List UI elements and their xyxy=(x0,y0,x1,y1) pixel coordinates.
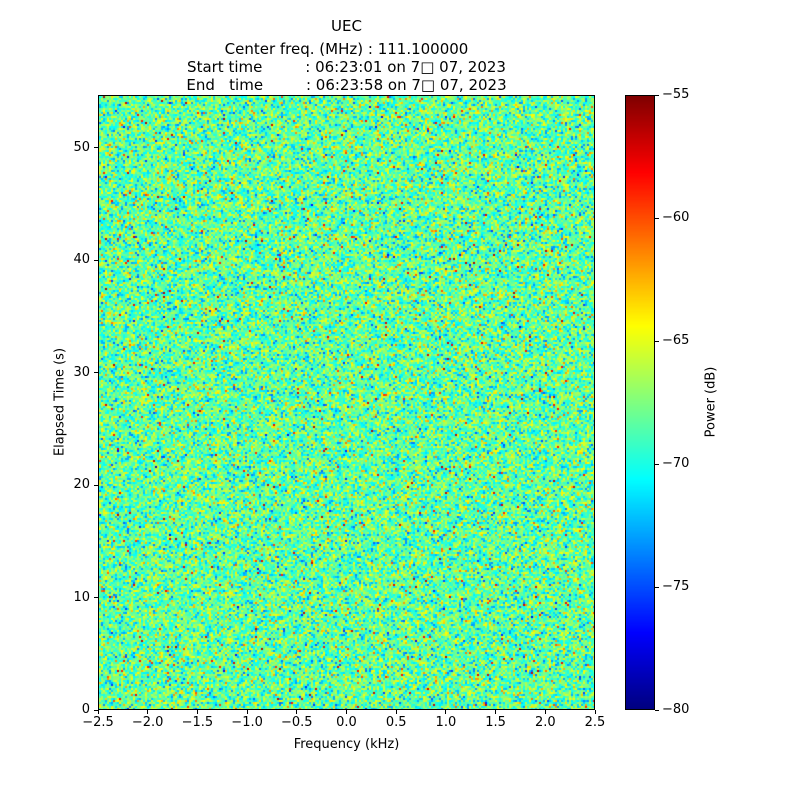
y-tick-label: 50 xyxy=(73,139,90,155)
x-tick-mark xyxy=(544,710,546,714)
figure-title: UEC xyxy=(331,17,362,35)
y-tick-mark xyxy=(94,147,98,149)
colorbar-tick-mark xyxy=(655,94,659,96)
y-tick-label: 20 xyxy=(73,477,90,493)
y-tick-label: 40 xyxy=(73,252,90,268)
colorbar-tick-label: −75 xyxy=(662,579,690,594)
y-tick-mark xyxy=(94,372,98,374)
colorbar-tick-mark xyxy=(655,586,659,588)
y-axis-label: Elapsed Time (s) xyxy=(52,347,68,457)
x-tick-mark xyxy=(594,710,596,714)
colorbar-gradient-canvas xyxy=(625,95,655,710)
x-axis-label: Frequency (kHz) xyxy=(293,737,400,752)
x-tick-label: 1.5 xyxy=(485,715,506,730)
colorbar-tick-label: −60 xyxy=(662,210,690,225)
center-freq-line: Center freq. (MHz) : 111.100000 xyxy=(224,40,469,58)
x-tick-label: −1.0 xyxy=(231,715,263,730)
end-time-line: End time : 06:23:58 on 7□ 07, 2023 xyxy=(186,76,507,94)
colorbar-tick-mark xyxy=(655,217,659,219)
x-tick-label: 1.0 xyxy=(435,715,457,730)
x-tick-mark xyxy=(196,710,198,714)
y-tick-mark xyxy=(94,709,98,711)
spectrogram-heatmap-canvas xyxy=(98,95,595,710)
y-tick-label: 10 xyxy=(73,589,90,605)
x-tick-mark xyxy=(296,710,298,714)
colorbar-tick-label: −80 xyxy=(662,702,690,717)
y-tick-mark xyxy=(94,484,98,486)
x-tick-label: −0.5 xyxy=(281,715,313,730)
y-tick-mark xyxy=(94,259,98,261)
x-tick-mark xyxy=(97,710,99,714)
colorbar-tick-mark xyxy=(655,709,659,711)
x-tick-mark xyxy=(495,710,497,714)
x-tick-mark xyxy=(395,710,397,714)
colorbar-label: Power (dB) xyxy=(703,366,719,438)
x-tick-label: 0.5 xyxy=(385,715,407,730)
y-tick-label: 0 xyxy=(81,702,90,717)
x-tick-mark xyxy=(445,710,447,714)
y-tick-label: 30 xyxy=(73,364,90,380)
colorbar-tick-mark xyxy=(655,340,659,342)
x-tick-mark xyxy=(246,710,248,714)
x-tick-label: −1.5 xyxy=(181,715,214,730)
colorbar-tick-mark xyxy=(655,463,659,465)
y-tick-mark xyxy=(94,597,98,599)
start-time-line: Start time : 06:23:01 on 7□ 07, 2023 xyxy=(187,58,506,76)
colorbar-tick-label: −55 xyxy=(662,87,690,102)
x-tick-label: 0.0 xyxy=(336,715,357,730)
x-tick-mark xyxy=(346,710,347,714)
x-tick-label: 2.0 xyxy=(534,715,556,730)
x-tick-label: −2.5 xyxy=(82,715,114,730)
x-tick-label: 2.5 xyxy=(584,715,606,730)
colorbar-tick-label: −65 xyxy=(662,333,690,348)
x-tick-label: −2.0 xyxy=(131,715,164,730)
x-tick-mark xyxy=(147,710,149,714)
colorbar-tick-label: −70 xyxy=(662,456,690,471)
